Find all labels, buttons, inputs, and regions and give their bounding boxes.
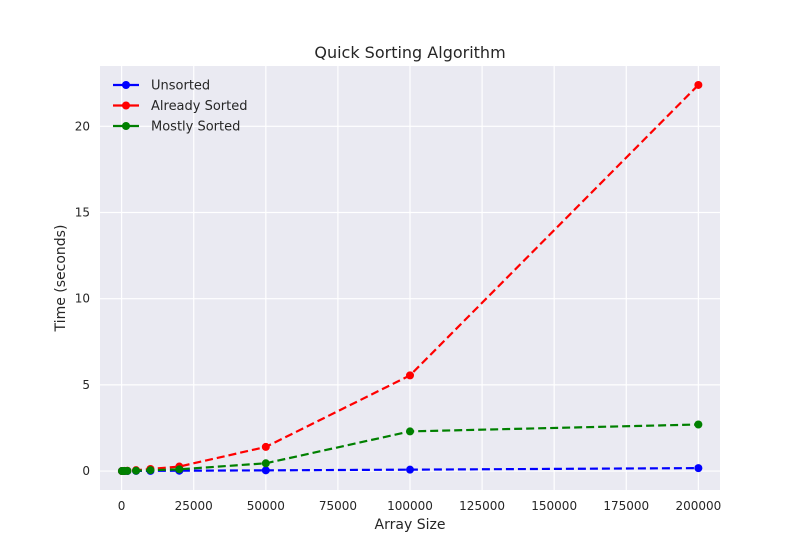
data-point — [406, 465, 414, 474]
chart-title: Quick Sorting Algorithm — [314, 43, 505, 62]
data-point — [694, 464, 703, 473]
legend-label: Already Sorted — [151, 99, 248, 114]
legend-entry: Mostly Sorted — [113, 120, 240, 135]
legend: Unsorted Already Sorted Mostly Sorted — [113, 79, 248, 135]
legend-marker — [122, 81, 130, 89]
data-point — [406, 427, 414, 436]
x-tick-label: 50000 — [247, 499, 285, 513]
x-tick-label: 200000 — [675, 499, 721, 513]
x-tick-label: 75000 — [319, 499, 357, 513]
y-axis-label: Time (seconds) — [53, 225, 69, 333]
legend-entry: Unsorted — [113, 79, 210, 94]
data-point — [261, 466, 270, 475]
x-axis-label: Array Size — [375, 517, 446, 533]
x-tick-label: 100000 — [387, 499, 433, 513]
data-point — [406, 371, 414, 380]
y-tick-label: 10 — [75, 292, 90, 306]
y-tick-labels: 0 5 10 15 20 — [75, 119, 90, 478]
y-tick-label: 0 — [82, 464, 90, 478]
y-tick-label: 15 — [75, 206, 90, 220]
x-tick-label: 150000 — [531, 499, 577, 513]
series-layer — [117, 80, 703, 476]
data-point — [175, 465, 184, 474]
data-point — [132, 466, 141, 475]
data-point — [261, 459, 270, 468]
data-point — [694, 80, 703, 89]
legend-marker — [122, 122, 130, 130]
data-point — [261, 442, 270, 451]
data-point — [694, 420, 703, 429]
series-mostly-sorted — [117, 420, 703, 476]
data-point — [146, 466, 155, 475]
legend-marker — [122, 101, 130, 110]
x-tick-labels: 0 25000 50000 75000 100000 125000 150000 175000… — [118, 499, 721, 513]
y-tick-label: 20 — [75, 119, 90, 133]
x-tick-label: 125000 — [459, 499, 505, 513]
legend-label: Unsorted — [151, 79, 210, 94]
y-tick-label: 5 — [82, 378, 90, 392]
x-tick-label: 175000 — [603, 499, 649, 513]
legend-entry: Already Sorted — [113, 99, 248, 114]
legend-label: Mostly Sorted — [151, 120, 240, 135]
data-point — [123, 466, 132, 475]
x-tick-label: 25000 — [175, 499, 213, 513]
x-tick-label: 0 — [118, 499, 126, 513]
